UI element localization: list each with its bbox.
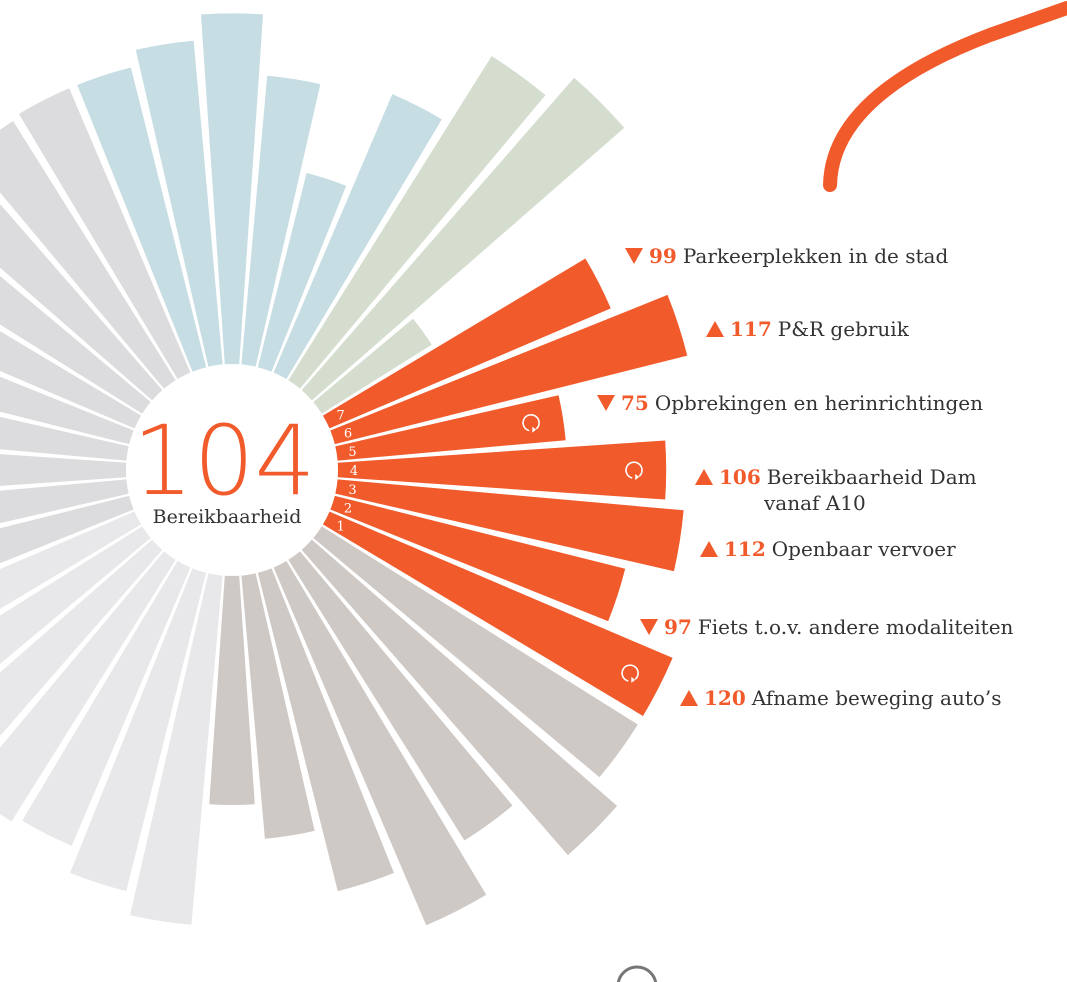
item-text: Bereikbaarheid Dam xyxy=(767,465,977,489)
item-value: 112 xyxy=(724,537,766,561)
bar xyxy=(0,416,129,461)
refresh-circle xyxy=(625,461,643,479)
item-text: Parkeerplekken in de stad xyxy=(683,244,949,268)
bar-number: 2 xyxy=(344,502,352,517)
bar xyxy=(0,376,134,445)
center-value: 104 xyxy=(132,405,315,517)
bottom-icon[interactable] xyxy=(616,965,658,982)
bar xyxy=(322,258,611,429)
bar xyxy=(0,331,142,429)
refresh-icon xyxy=(621,664,639,683)
bar-number: 1 xyxy=(337,519,345,534)
refresh-arrow xyxy=(631,676,636,683)
refresh-icon xyxy=(625,461,643,480)
refresh-circle xyxy=(522,414,540,432)
bar xyxy=(257,173,347,372)
bar xyxy=(0,454,127,486)
bar xyxy=(241,75,321,367)
bar xyxy=(313,526,638,778)
bar-number: 4 xyxy=(350,464,358,479)
bar-number: 3 xyxy=(348,483,356,498)
bar xyxy=(313,318,432,414)
bar xyxy=(0,495,134,564)
bar xyxy=(0,539,163,736)
trend-arrow xyxy=(695,469,713,485)
trend-arrow xyxy=(640,619,658,635)
item-label: 106 Bereikbaarheid Dam xyxy=(719,465,977,489)
bar xyxy=(130,573,223,925)
bar xyxy=(0,479,129,524)
bar xyxy=(330,294,688,445)
bar xyxy=(335,479,684,572)
bar xyxy=(0,204,163,401)
item-text: Fiets t.o.v. andere modaliteiten xyxy=(698,615,1014,639)
bar xyxy=(301,77,625,401)
bar xyxy=(77,67,207,372)
bar xyxy=(241,573,315,839)
decorative-arc xyxy=(823,1,1067,192)
bar xyxy=(322,511,673,716)
bar-number: 7 xyxy=(337,409,345,424)
bar xyxy=(288,56,546,389)
refresh-circle xyxy=(621,664,639,682)
bar xyxy=(0,526,151,664)
item-text: Openbaar vervoer xyxy=(772,537,956,561)
bar xyxy=(0,551,176,822)
bar xyxy=(0,511,142,609)
item-value: 75 xyxy=(621,391,649,415)
item-label: 112 Openbaar vervoer xyxy=(724,537,956,561)
bar xyxy=(335,395,566,461)
bar xyxy=(273,560,487,926)
item-label: 75 Opbrekingen en herinrichtingen xyxy=(621,391,983,415)
bar xyxy=(330,495,626,622)
bar xyxy=(18,88,191,380)
refresh-icon xyxy=(522,414,540,433)
trend-arrow xyxy=(706,321,724,337)
item-value: 106 xyxy=(719,465,761,489)
bar-number: 6 xyxy=(344,426,352,441)
bar xyxy=(273,94,442,380)
bar xyxy=(200,13,264,365)
trend-arrow xyxy=(700,541,718,557)
item-value: 97 xyxy=(664,615,692,639)
item-text: P&R gebruik xyxy=(778,317,910,341)
item-value: 117 xyxy=(730,317,772,341)
bar xyxy=(209,575,255,805)
bar xyxy=(337,440,667,500)
item-text: Afname beweging auto’s xyxy=(751,686,1002,710)
bar-number: 5 xyxy=(348,445,356,460)
trend-arrow xyxy=(625,248,643,264)
item-label: 120 Afname beweging auto’s xyxy=(704,686,1002,710)
item-label: 97 Fiets t.o.v. andere modaliteiten xyxy=(664,615,1014,639)
trend-arrow xyxy=(597,395,615,411)
center-disc xyxy=(130,368,334,572)
item-label: 117 P&R gebruik xyxy=(730,317,910,341)
item-value: 120 xyxy=(704,686,746,710)
item-label: 99 Parkeerplekken in de stad xyxy=(649,244,948,268)
bar xyxy=(301,539,618,856)
item-text: Opbrekingen en herinrichtingen xyxy=(655,391,983,415)
bar xyxy=(288,551,513,841)
bar xyxy=(70,568,207,892)
bar xyxy=(135,40,223,367)
bar xyxy=(22,560,191,846)
bar xyxy=(257,568,394,892)
bar xyxy=(0,121,176,389)
center-label: Bereikbaarheid xyxy=(153,506,302,528)
trend-arrow xyxy=(680,690,698,706)
item-value: 99 xyxy=(649,244,677,268)
item-text: vanaf A10 xyxy=(763,491,866,515)
bar xyxy=(0,276,151,414)
refresh-arrow xyxy=(635,474,640,480)
refresh-arrow xyxy=(532,426,537,433)
